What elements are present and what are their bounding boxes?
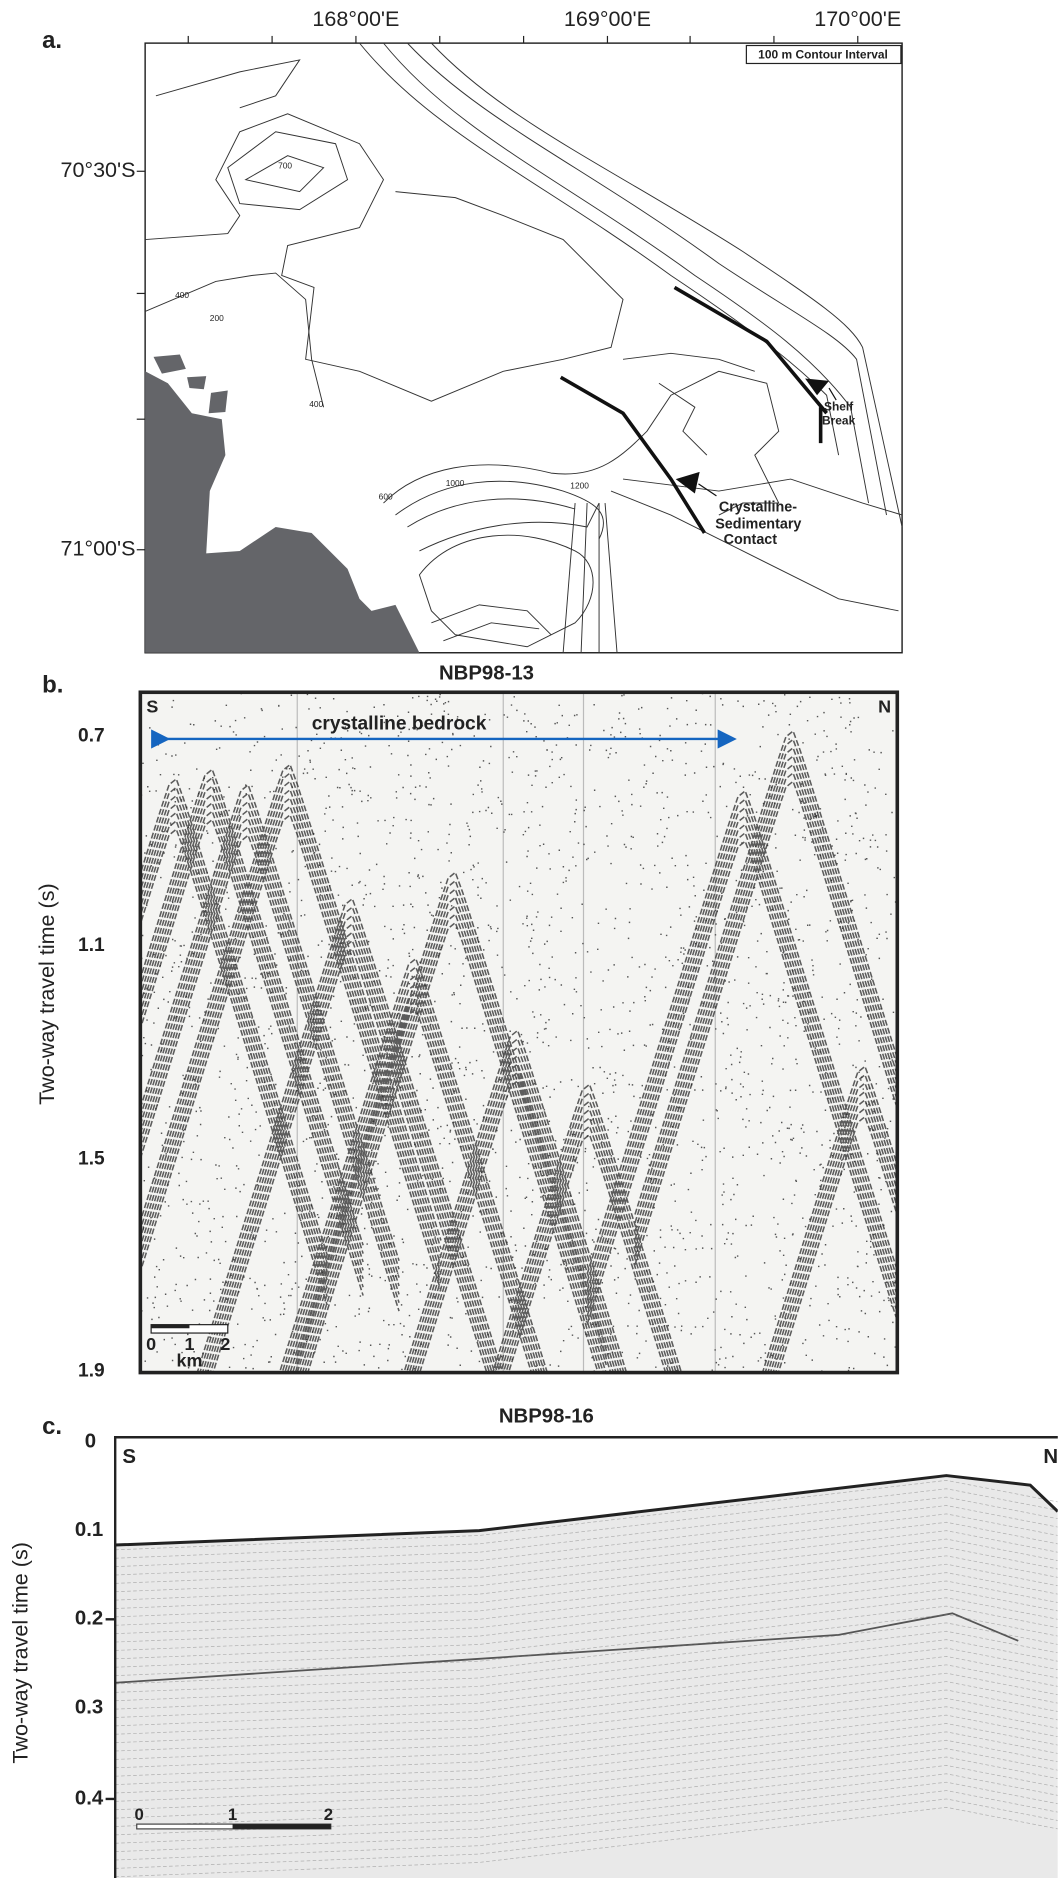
annotation: Sedimentary [715, 516, 801, 532]
profile-frame [138, 690, 900, 1375]
contour-label: 400 [309, 399, 323, 409]
annotation: crystalline bedrock [312, 714, 487, 735]
lon-label: 168°00'E [312, 6, 399, 31]
annotation: Shelf [824, 399, 854, 413]
lat-label: 70°30'S [61, 157, 136, 182]
scale-bar-fill [232, 1824, 331, 1829]
shelf-break-line [673, 285, 829, 444]
seismic-texture [115, 1474, 1058, 1547]
scale-unit: km [176, 1351, 202, 1371]
profile-frame [113, 1436, 1058, 1878]
y-tick-label: 0.3 [75, 1696, 103, 1718]
end-label: S [146, 697, 158, 717]
y-ticks [105, 1618, 116, 1801]
seismic-image [115, 1474, 1058, 1878]
scale-label: 1 [184, 1334, 194, 1354]
contour-label: 400 [175, 290, 189, 300]
scale-label: 2 [220, 1334, 230, 1354]
seismic-image [140, 692, 898, 1373]
annotation: Contact [724, 532, 778, 548]
annotation: Break [822, 414, 856, 428]
scale-label: 2 [324, 1805, 333, 1824]
contours [144, 42, 903, 653]
scale-label: 0 [146, 1334, 156, 1354]
y-tick-label: 0 [85, 1430, 96, 1452]
contour-label: 600 [379, 491, 393, 501]
profile-title: NBP98-13 [439, 663, 534, 685]
legend-box [745, 44, 902, 65]
scale-label: 0 [134, 1805, 143, 1824]
contact-line [559, 375, 706, 534]
lon-label: 169°00'E [564, 6, 651, 31]
annotation: Crystalline- [719, 500, 797, 516]
end-label: N [1043, 1446, 1058, 1468]
contour-label: 1200 [570, 480, 589, 490]
seismic-texture [115, 1479, 1058, 1878]
end-label: N [878, 697, 891, 717]
profile-title: NBP98-16 [499, 1405, 594, 1427]
y-axis-label: Two-way travel time (s) [34, 883, 59, 1104]
contour-label: 1000 [446, 478, 465, 488]
arrow-stems [698, 387, 837, 497]
land [145, 354, 420, 653]
lon-label: 170°00'E [814, 6, 901, 31]
scale-label: 1 [228, 1805, 237, 1824]
arrowheads [675, 378, 830, 494]
lat-label: 71°00'S [61, 535, 136, 560]
legend-text: 100 m Contour Interval [758, 47, 888, 61]
contour-label: 700 [278, 161, 292, 171]
scale-bar-fill [151, 1324, 190, 1329]
map-ticks [136, 35, 859, 551]
end-label: S [122, 1446, 136, 1468]
y-tick-label: 1.9 [78, 1360, 105, 1381]
y-tick-label: 1.5 [78, 1148, 105, 1169]
panel-label: a. [42, 27, 62, 54]
y-tick-label: 1.1 [78, 935, 105, 956]
y-axis-label: Two-way travel time (s) [7, 1542, 32, 1764]
y-tick-label: 0.4 [75, 1787, 104, 1809]
seismic-texture [140, 729, 898, 1373]
panel-label: c. [42, 1413, 62, 1440]
contour-label: 200 [210, 313, 224, 323]
y-tick-label: 0.2 [75, 1608, 103, 1630]
panel-label: b. [42, 672, 63, 699]
y-tick-label: 0.1 [75, 1519, 103, 1541]
y-tick-label: 0.7 [78, 726, 105, 747]
